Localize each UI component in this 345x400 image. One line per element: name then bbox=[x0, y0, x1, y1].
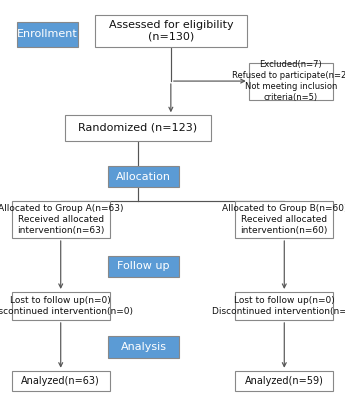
Text: Lost to follow up(n=0)
Discontinued intervention(n=1): Lost to follow up(n=0) Discontinued inte… bbox=[212, 296, 345, 316]
FancyBboxPatch shape bbox=[17, 22, 78, 47]
FancyBboxPatch shape bbox=[108, 336, 179, 358]
FancyBboxPatch shape bbox=[235, 292, 333, 320]
Text: Excluded(n=7)
Refused to participate(n=2)
Not meeting inclusion
criteria(n=5): Excluded(n=7) Refused to participate(n=2… bbox=[232, 60, 345, 102]
FancyBboxPatch shape bbox=[12, 292, 110, 320]
Text: Follow up: Follow up bbox=[117, 261, 170, 271]
Text: Lost to follow up(n=0)
Discontinued intervention(n=0): Lost to follow up(n=0) Discontinued inte… bbox=[0, 296, 133, 316]
FancyBboxPatch shape bbox=[108, 166, 179, 187]
Text: Analysis: Analysis bbox=[120, 342, 167, 352]
Text: Allocated to Group B(n=60)
Received allocated
intervention(n=60): Allocated to Group B(n=60) Received allo… bbox=[221, 204, 345, 235]
FancyBboxPatch shape bbox=[12, 371, 110, 391]
Text: Randomized (n=123): Randomized (n=123) bbox=[78, 123, 197, 133]
Text: Analyzed(n=63): Analyzed(n=63) bbox=[21, 376, 100, 386]
FancyBboxPatch shape bbox=[249, 62, 333, 100]
Text: Analyzed(n=59): Analyzed(n=59) bbox=[245, 376, 324, 386]
Text: Allocated to Group A(n=63)
Received allocated
intervention(n=63): Allocated to Group A(n=63) Received allo… bbox=[0, 204, 124, 235]
Text: Allocation: Allocation bbox=[116, 172, 171, 182]
Text: Enrollment: Enrollment bbox=[17, 29, 78, 39]
FancyBboxPatch shape bbox=[235, 201, 333, 238]
Text: Assessed for eligibility
(n=130): Assessed for eligibility (n=130) bbox=[109, 20, 233, 42]
FancyBboxPatch shape bbox=[235, 371, 333, 391]
FancyBboxPatch shape bbox=[65, 115, 210, 140]
FancyBboxPatch shape bbox=[108, 256, 179, 277]
FancyBboxPatch shape bbox=[95, 15, 247, 47]
FancyBboxPatch shape bbox=[12, 201, 110, 238]
